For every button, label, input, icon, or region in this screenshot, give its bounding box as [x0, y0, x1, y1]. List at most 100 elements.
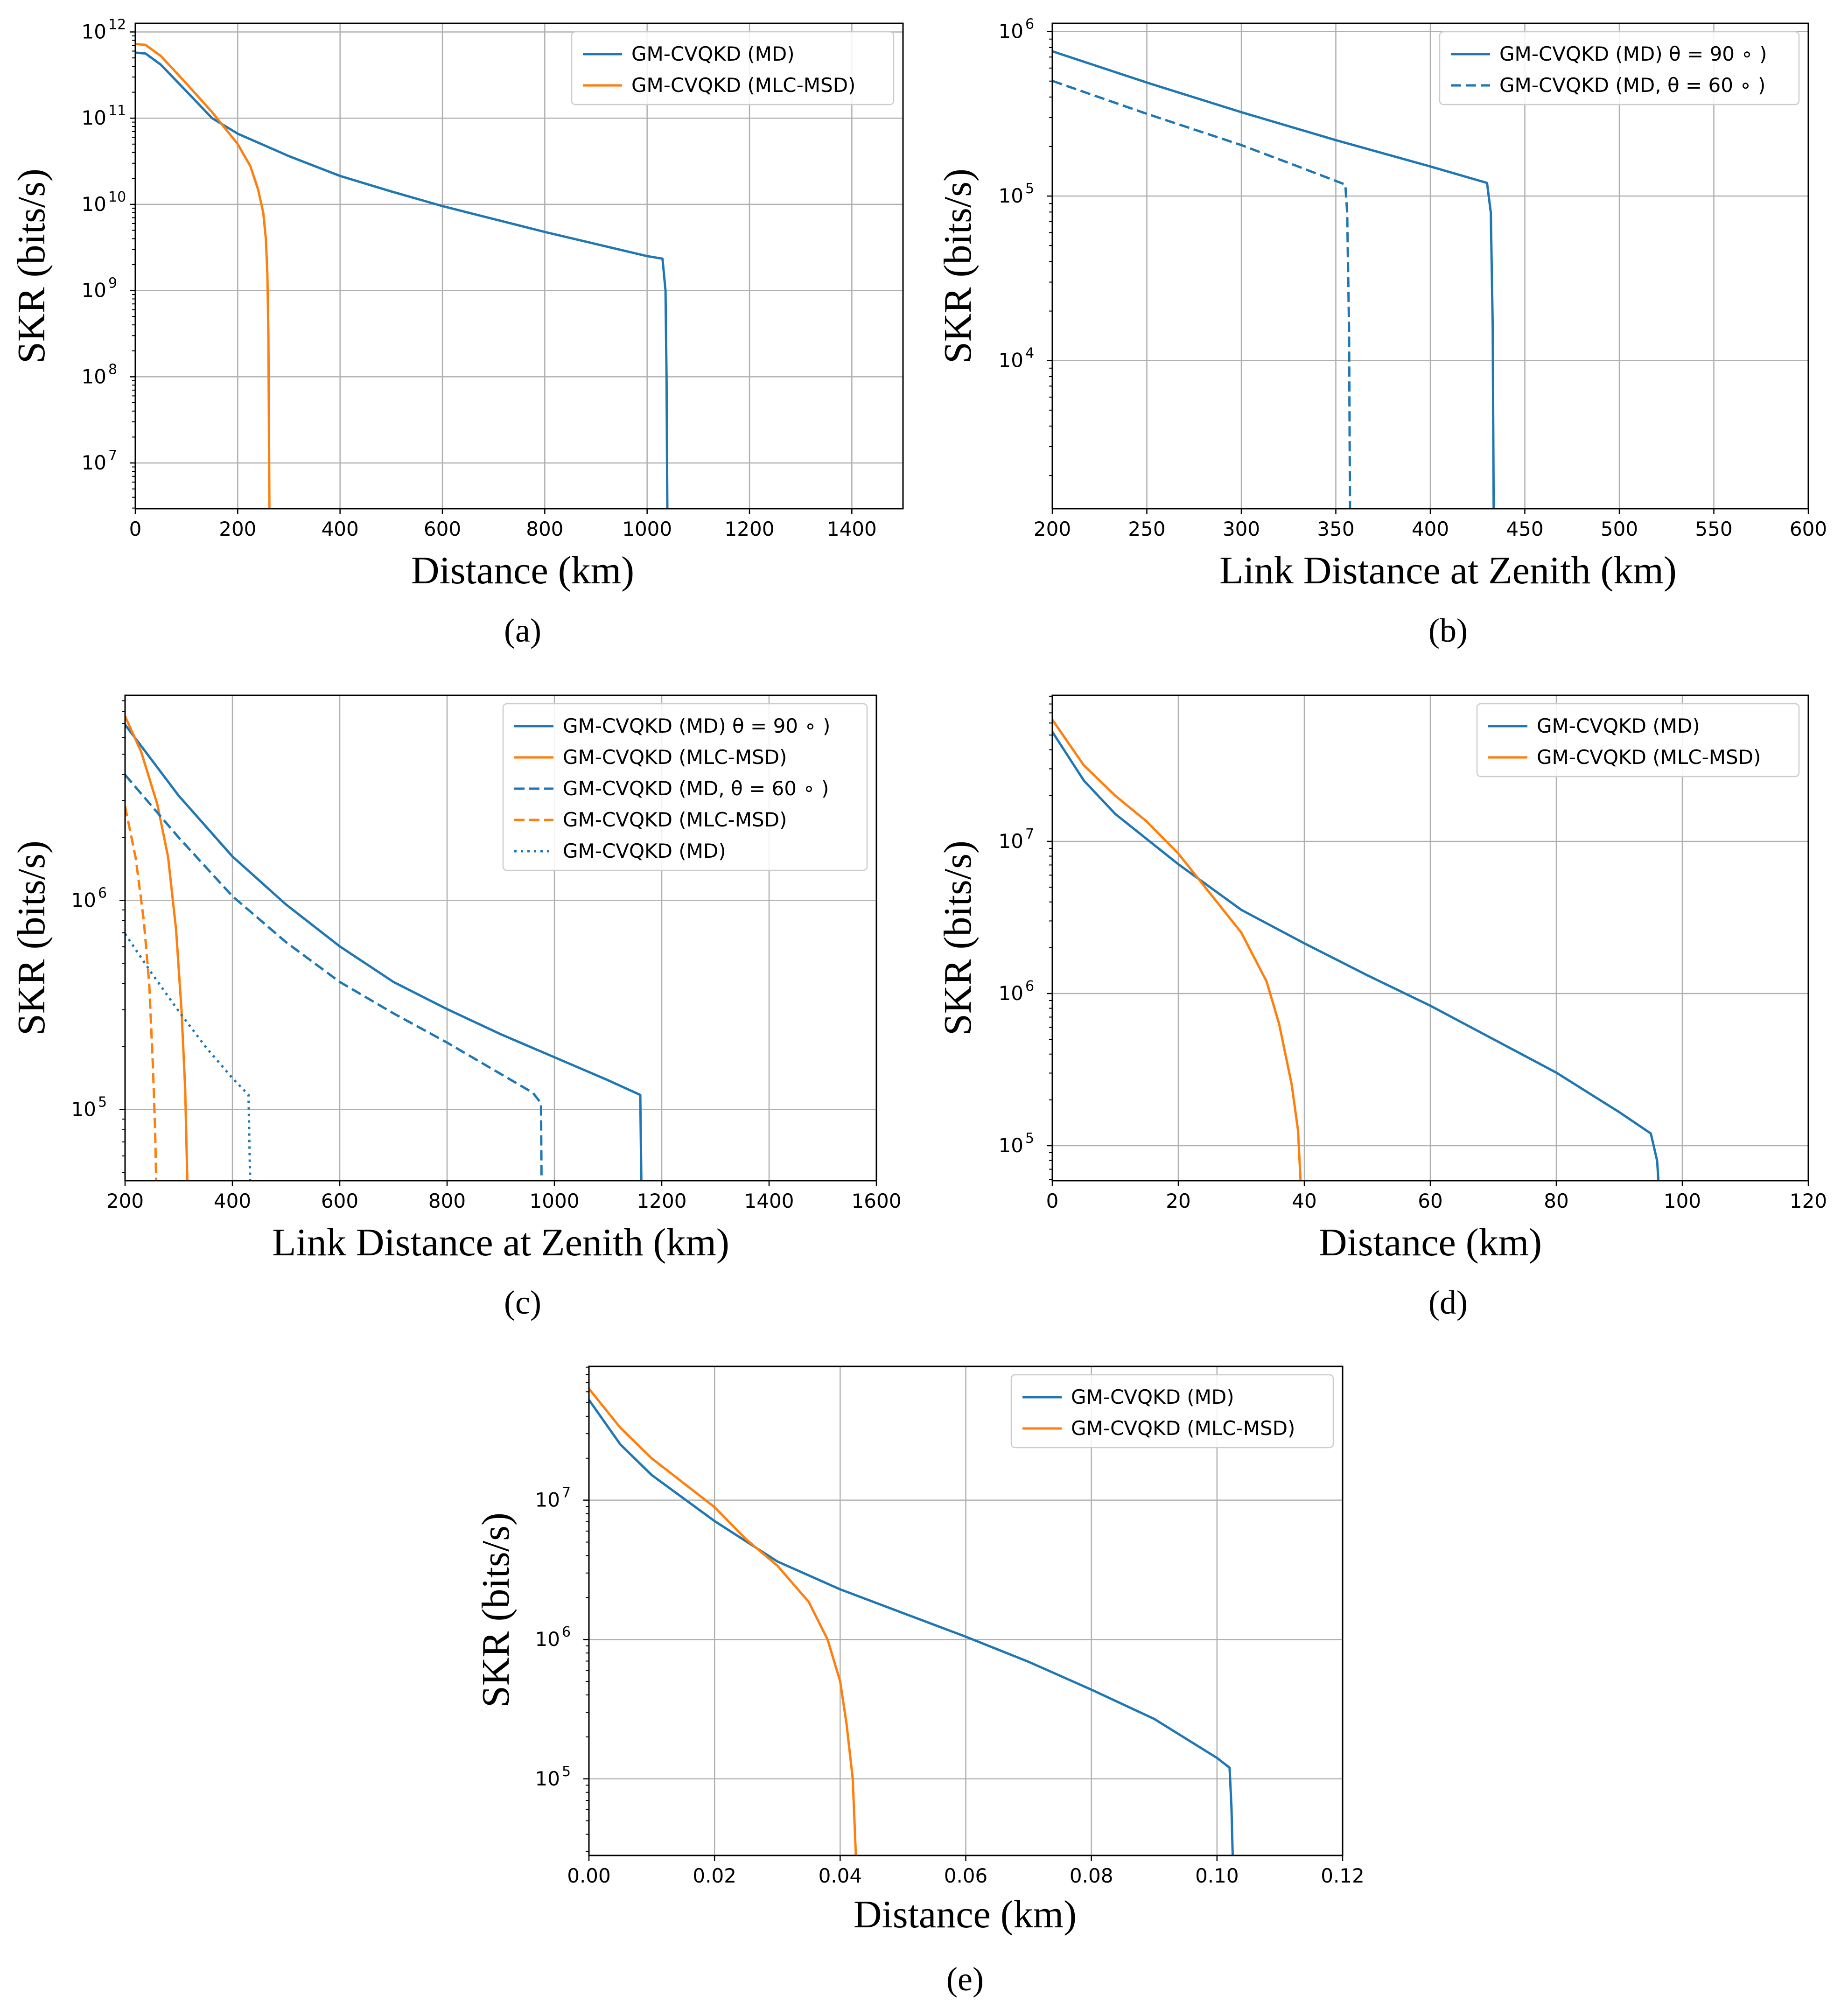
x-tick-label: 400	[1412, 518, 1449, 540]
y-tick-label: 10	[999, 1134, 1023, 1157]
y-tick-exponent: 6	[1025, 978, 1034, 994]
y-tick-label: 10	[82, 451, 106, 474]
y-tick-label: 10	[535, 1628, 560, 1651]
y-tick-label: 10	[999, 830, 1023, 853]
x-tick-label: 1000	[622, 518, 672, 540]
x-tick-label: 1400	[827, 518, 877, 540]
y-tick-exponent: 5	[1025, 181, 1034, 197]
x-axis-label: Distance (km)	[854, 1893, 1077, 1936]
series-line-1	[125, 715, 189, 1181]
legend-entry: GM-CVQKD (MD)	[563, 840, 726, 862]
plot-frame	[1051, 694, 1809, 1182]
x-tick-label: 200	[219, 518, 256, 540]
legend-entry: GM-CVQKD (MD) θ = 90 ∘ )	[1499, 42, 1767, 65]
x-tick-label: 0.12	[1321, 1864, 1365, 1887]
x-axis-label: Distance (km)	[411, 549, 634, 592]
y-tick-exponent: 5	[98, 1094, 107, 1111]
legend-entry: GM-CVQKD (MD)	[1537, 714, 1700, 737]
legend-box	[502, 703, 868, 871]
y-tick-exponent: 6	[98, 885, 107, 901]
legend-box	[1476, 703, 1800, 777]
y-axis-label: SKR (bits/s)	[474, 1512, 518, 1708]
x-tick-label: 1600	[852, 1190, 902, 1212]
x-tick-label: 100	[1664, 1190, 1701, 1212]
legend-entry: GM-CVQKD (MD)	[631, 42, 795, 65]
y-tick-exponent: 10	[108, 189, 126, 205]
plot-frame	[134, 22, 904, 510]
legend-entry: GM-CVQKD (MD, θ = 60 ∘ )	[1499, 74, 1765, 97]
legend-box	[571, 31, 895, 105]
panel-caption: (b)	[1428, 612, 1468, 649]
x-tick-label: 400	[322, 518, 359, 540]
y-tick-exponent: 11	[108, 103, 126, 119]
x-tick-label: 600	[321, 1190, 358, 1212]
x-tick-label: 20	[1166, 1190, 1190, 1212]
x-tick-label: 350	[1317, 518, 1354, 540]
legend-entry: GM-CVQKD (MLC-MSD)	[1071, 1417, 1295, 1440]
x-tick-label: 1200	[637, 1190, 687, 1212]
series-line-2	[125, 774, 543, 1181]
legend-box	[1439, 31, 1800, 105]
x-tick-label: 500	[1601, 518, 1638, 540]
x-tick-label: 800	[526, 518, 563, 540]
series-line-4	[125, 933, 252, 1181]
y-tick-exponent: 6	[562, 1624, 571, 1640]
series-line-0	[135, 51, 669, 509]
y-tick-exponent: 6	[1025, 16, 1034, 33]
y-tick-exponent: 5	[562, 1764, 571, 1780]
legend-entry: GM-CVQKD (MLC-MSD)	[631, 74, 855, 97]
y-tick-label: 10	[535, 1767, 560, 1790]
y-tick-label: 10	[82, 106, 106, 129]
series-line-0	[1052, 50, 1495, 509]
x-tick-label: 300	[1223, 518, 1260, 540]
panel-caption: (e)	[946, 1960, 984, 1998]
x-tick-label: 0.06	[944, 1864, 988, 1887]
x-tick-label: 1000	[530, 1190, 580, 1212]
x-axis-label: Distance (km)	[1319, 1221, 1542, 1264]
series-line-1	[1052, 719, 1302, 1181]
x-tick-label: 250	[1128, 518, 1165, 540]
x-tick-label: 550	[1695, 518, 1732, 540]
x-axis-label: Link Distance at Zenith (km)	[1219, 549, 1677, 592]
y-tick-exponent: 7	[562, 1485, 571, 1501]
y-tick-exponent: 9	[108, 275, 117, 292]
legend-entry: GM-CVQKD (MD)	[1071, 1386, 1234, 1408]
plot-frame	[1051, 22, 1809, 510]
plot-frame	[588, 1365, 1344, 1856]
plot-frame	[124, 694, 877, 1182]
y-tick-label: 10	[82, 279, 106, 302]
y-tick-exponent: 12	[108, 16, 126, 33]
y-tick-label: 10	[71, 1098, 96, 1121]
series-line-0	[1052, 731, 1660, 1181]
x-tick-label: 1200	[725, 518, 775, 540]
x-tick-label: 0.00	[567, 1864, 611, 1887]
series-line-0	[589, 1399, 1234, 1855]
y-tick-label: 10	[999, 349, 1023, 372]
x-tick-label: 0	[1046, 1190, 1059, 1212]
x-tick-label: 400	[214, 1190, 251, 1212]
y-tick-label: 10	[82, 20, 106, 43]
series-line-3	[125, 806, 158, 1181]
x-tick-label: 0.04	[819, 1864, 862, 1887]
panel-caption: (a)	[504, 612, 541, 649]
x-tick-label: 0	[129, 518, 142, 540]
series-line-1	[135, 42, 271, 509]
series-line-1	[589, 1388, 857, 1855]
y-tick-label: 10	[535, 1489, 560, 1512]
y-tick-label: 10	[999, 184, 1023, 207]
x-tick-label: 0.02	[693, 1864, 736, 1887]
x-tick-label: 200	[1034, 518, 1071, 540]
x-tick-label: 200	[106, 1190, 144, 1212]
y-tick-label: 10	[82, 365, 106, 388]
y-axis-label: SKR (bits/s)	[936, 840, 980, 1036]
x-tick-label: 600	[424, 518, 461, 540]
y-tick-label: 10	[999, 20, 1023, 43]
x-tick-label: 80	[1544, 1190, 1568, 1212]
x-tick-label: 120	[1790, 1190, 1827, 1212]
y-axis-label: SKR (bits/s)	[936, 168, 980, 364]
